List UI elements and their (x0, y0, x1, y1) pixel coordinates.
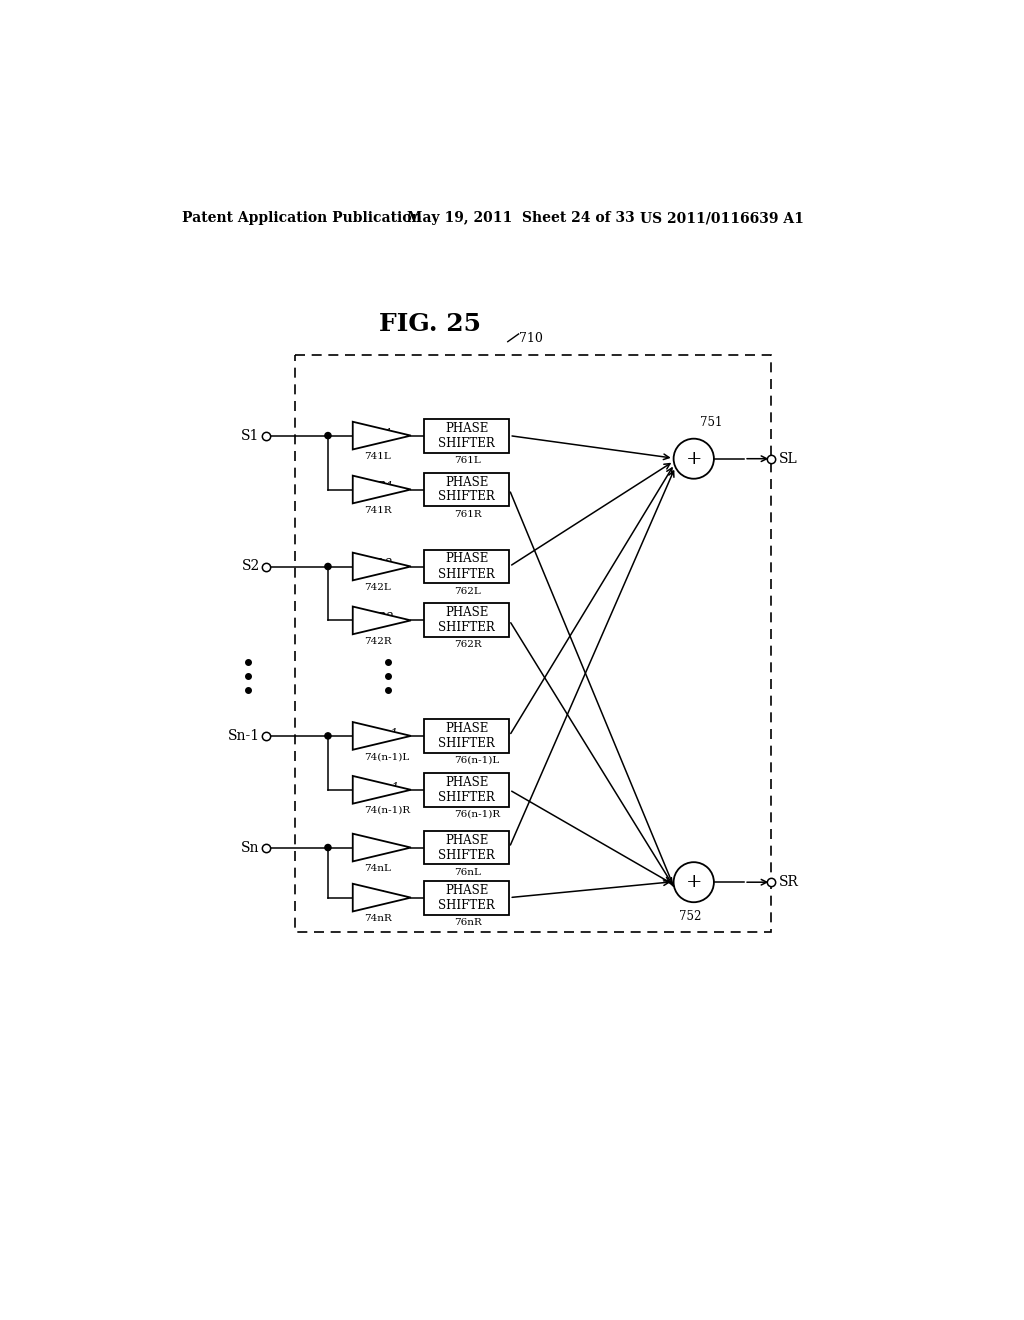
Text: PHASE
SHIFTER: PHASE SHIFTER (438, 475, 495, 503)
Text: 742L: 742L (365, 582, 391, 591)
Text: 761R: 761R (454, 510, 481, 519)
Text: PHASE
SHIFTER: PHASE SHIFTER (438, 833, 495, 862)
Text: 762L: 762L (454, 586, 480, 595)
Text: SL: SL (779, 451, 798, 466)
Text: US 2011/0116639 A1: US 2011/0116639 A1 (640, 211, 804, 226)
Text: PHASE
SHIFTER: PHASE SHIFTER (438, 606, 495, 635)
Text: kRn: kRn (370, 890, 393, 903)
Text: 741R: 741R (365, 506, 392, 515)
Polygon shape (352, 475, 411, 503)
Bar (424, 473, 509, 507)
Text: 741L: 741L (365, 451, 391, 461)
Text: 76nL: 76nL (454, 867, 480, 876)
Text: May 19, 2011  Sheet 24 of 33: May 19, 2011 Sheet 24 of 33 (407, 211, 635, 226)
Circle shape (674, 862, 714, 903)
Polygon shape (352, 776, 411, 804)
Text: kR2: kR2 (370, 612, 393, 626)
Text: SR: SR (779, 875, 799, 890)
Text: 74nR: 74nR (365, 913, 392, 923)
Text: 76(n-1)R: 76(n-1)R (454, 810, 500, 818)
Text: PHASE
SHIFTER: PHASE SHIFTER (438, 776, 495, 804)
Text: PHASE
SHIFTER: PHASE SHIFTER (438, 553, 495, 581)
Polygon shape (352, 553, 411, 581)
Text: S2: S2 (242, 560, 260, 573)
Text: 74(n-1)R: 74(n-1)R (365, 807, 411, 814)
Text: kRn-1: kRn-1 (365, 781, 399, 795)
Circle shape (325, 433, 331, 438)
Text: +: + (685, 874, 702, 891)
Bar (424, 719, 509, 752)
Bar (424, 603, 509, 638)
Polygon shape (352, 884, 411, 911)
Text: 76(n-1)L: 76(n-1)L (454, 756, 499, 764)
Bar (424, 880, 509, 915)
Text: PHASE
SHIFTER: PHASE SHIFTER (438, 722, 495, 750)
Bar (295, 355, 771, 932)
Text: 710: 710 (519, 331, 544, 345)
Text: 752: 752 (679, 909, 701, 923)
Circle shape (325, 845, 331, 850)
Polygon shape (352, 722, 411, 750)
Text: 74nL: 74nL (365, 863, 391, 873)
Polygon shape (352, 607, 411, 635)
Text: Patent Application Publication: Patent Application Publication (182, 211, 422, 226)
Text: Sn: Sn (242, 841, 260, 854)
Text: 762R: 762R (454, 640, 481, 649)
Circle shape (325, 733, 331, 739)
Text: kLn-1: kLn-1 (365, 727, 398, 741)
Text: PHASE
SHIFTER: PHASE SHIFTER (438, 421, 495, 450)
Text: kLn: kLn (371, 840, 393, 853)
Polygon shape (352, 834, 411, 862)
Circle shape (674, 438, 714, 479)
Bar (424, 418, 509, 453)
Circle shape (325, 564, 331, 570)
Text: 76nR: 76nR (454, 917, 481, 927)
Text: Sn-1: Sn-1 (227, 729, 260, 743)
Text: kR1: kR1 (370, 482, 393, 495)
Polygon shape (352, 422, 411, 449)
Bar (424, 549, 509, 583)
Text: 74(n-1)L: 74(n-1)L (365, 752, 410, 762)
Text: PHASE
SHIFTER: PHASE SHIFTER (438, 883, 495, 912)
Bar (424, 830, 509, 865)
Text: 751: 751 (700, 416, 722, 429)
Text: S1: S1 (242, 429, 260, 442)
Text: 742R: 742R (365, 636, 392, 645)
Text: FIG. 25: FIG. 25 (379, 312, 481, 337)
Text: +: + (685, 450, 702, 467)
Text: kL2: kL2 (371, 558, 393, 572)
Text: 761L: 761L (454, 455, 480, 465)
Bar (424, 774, 509, 807)
Text: kL1: kL1 (371, 428, 393, 441)
